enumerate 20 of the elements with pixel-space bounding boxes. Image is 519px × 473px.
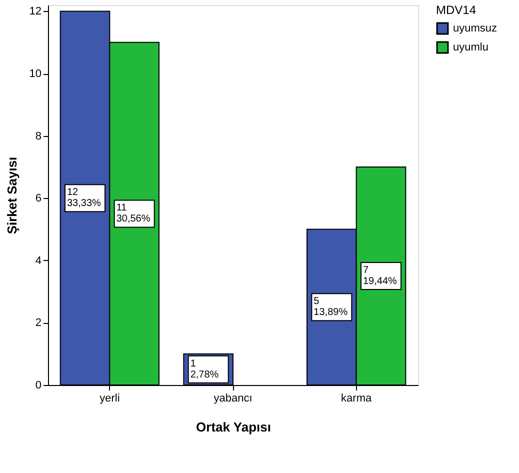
x-tick-label: karma: [341, 392, 372, 404]
data-label: 7 19,44%: [363, 264, 398, 287]
y-tick-label: 4: [35, 254, 42, 267]
legend-title: MDV14: [436, 3, 476, 17]
y-tick-label: 2: [35, 317, 42, 330]
data-label: 1 2,78%: [190, 358, 219, 380]
y-tick-label: 0: [35, 380, 42, 392]
data-label: 12 33,33%: [67, 187, 102, 210]
y-tick-label: 10: [29, 68, 42, 80]
x-tick-label: yabancı: [214, 392, 252, 404]
legend-label: uyumsuz: [453, 22, 498, 34]
data-label: 11 30,56%: [116, 202, 150, 225]
x-tick-label: yerli: [100, 392, 120, 404]
y-tick-label: 6: [35, 192, 42, 205]
data-label: 5 13,89%: [314, 296, 348, 318]
y-axis-title: Şirket Sayısı: [4, 156, 20, 234]
y-tick-label: 8: [35, 130, 42, 142]
y-tick-label: 12: [29, 6, 42, 18]
legend-label: uyumlu: [453, 42, 488, 54]
x-axis-title: Ortak Yapısı: [196, 420, 271, 434]
